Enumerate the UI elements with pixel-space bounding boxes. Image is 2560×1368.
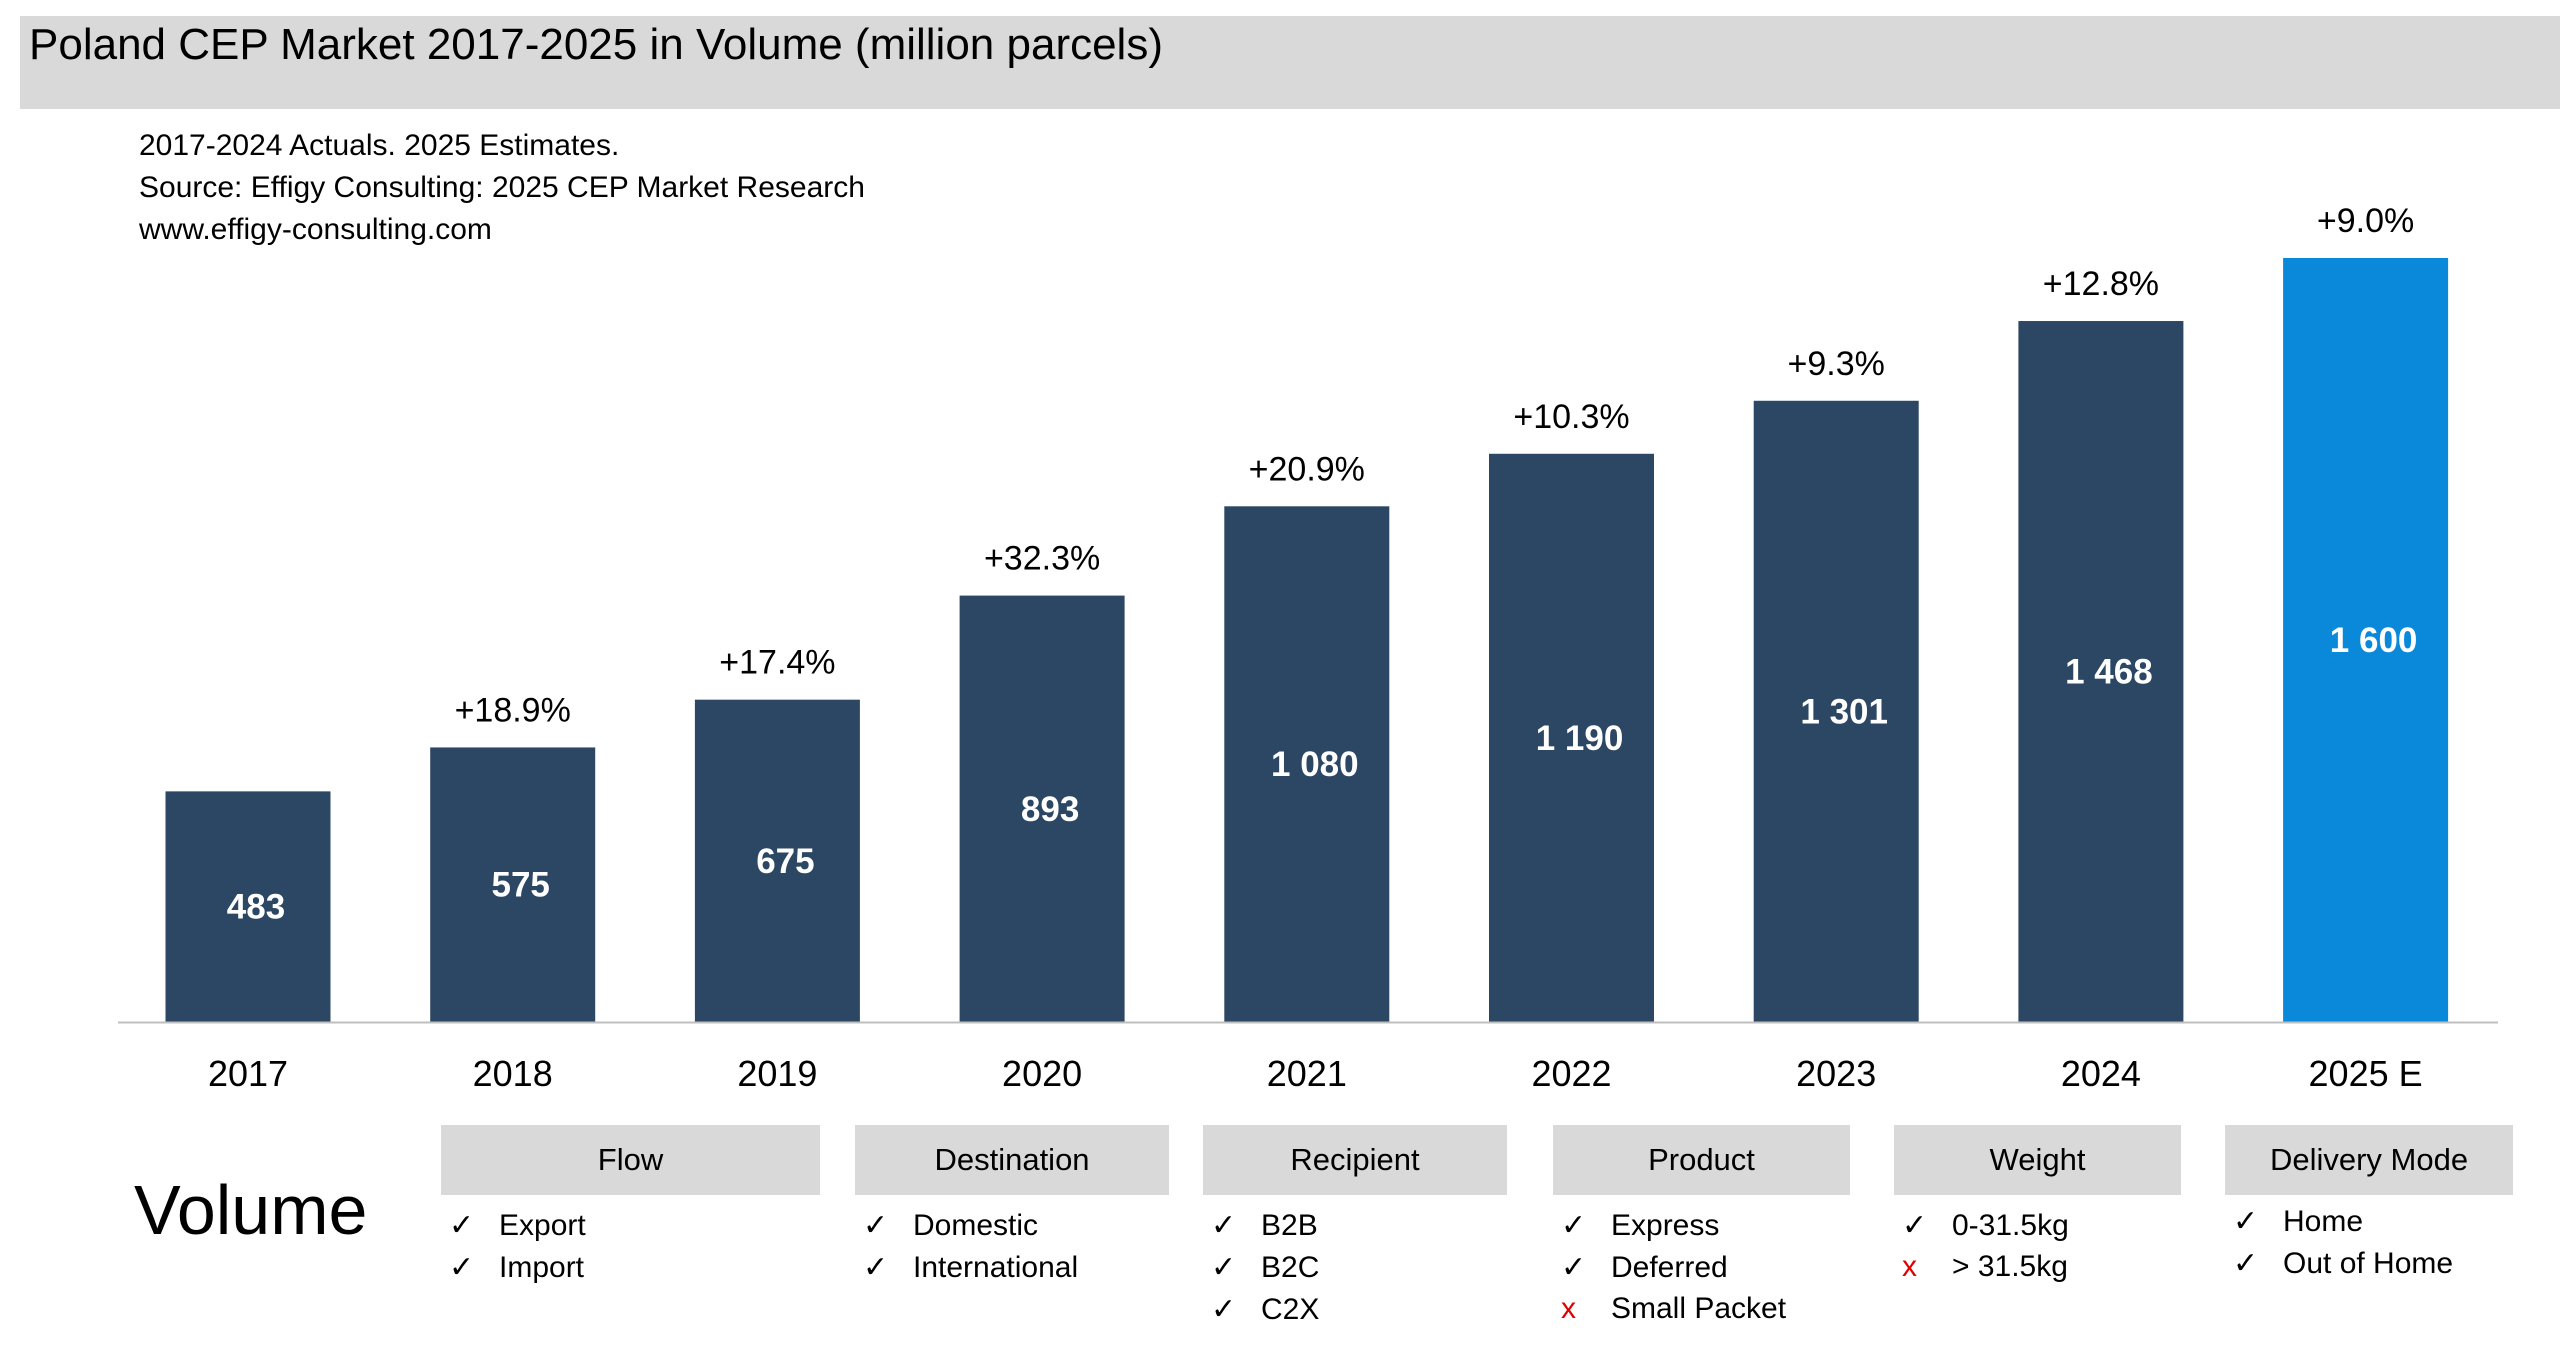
value-label: 1 080 (1271, 745, 1359, 784)
value-label: 1 600 (2330, 621, 2418, 660)
growth-label: +18.9% (455, 691, 571, 729)
check-icon: ✓ (2233, 1247, 2259, 1280)
growth-label: +17.4% (719, 644, 835, 682)
bar (1224, 506, 1390, 1022)
bar (2283, 258, 2449, 1022)
growth-label: +12.8% (2043, 265, 2159, 303)
segment-item-label: B2B (1261, 1209, 1318, 1242)
bar (430, 747, 596, 1022)
check-icon: ✓ (449, 1251, 475, 1284)
bar-chart: 483 2017 575 +18.9% 2018 675 +17.4% 2019 893 +32.… (118, 202, 2498, 1094)
bar (1489, 453, 1654, 1022)
bar (2018, 321, 2184, 1022)
segment-item-label: Export (499, 1209, 586, 1242)
segment-item: ✓ Out of Home (2233, 1246, 2453, 1281)
check-icon: ✓ (863, 1251, 889, 1284)
segment-header: Recipient (1203, 1125, 1507, 1195)
segment-item: ✓ Import (449, 1250, 584, 1285)
chart-title: Poland CEP Market 2017-2025 in Volume (m… (29, 20, 1163, 69)
bar (959, 595, 1125, 1022)
segment-item-label: Import (499, 1251, 585, 1284)
segment-header: Destination (855, 1125, 1169, 1195)
segment-item: x Small Packet (1561, 1292, 1786, 1326)
value-label: 893 (1021, 790, 1079, 829)
x-tick-label: 2019 (737, 1053, 817, 1094)
check-icon: ✓ (1211, 1251, 1237, 1284)
x-tick-label: 2020 (1002, 1053, 1082, 1094)
segment-item-label: > 31.5kg (1952, 1250, 2068, 1283)
segment-item: ✓ 0-31.5kg (1902, 1208, 2069, 1243)
bar (694, 699, 860, 1022)
x-tick-label: 2021 (1267, 1053, 1347, 1094)
note-website: www.effigy-consulting.com (139, 213, 492, 246)
segment-item: ✓ Domestic (863, 1208, 1038, 1243)
check-icon: ✓ (1561, 1251, 1587, 1284)
value-label: 575 (491, 866, 549, 905)
title-bar (20, 16, 2560, 109)
x-tick-label: 2025 E (2309, 1053, 2423, 1094)
x-tick-label: 2024 (2061, 1053, 2141, 1094)
check-icon: ✓ (1561, 1209, 1587, 1242)
segment-item: ✓ Express (1561, 1208, 1719, 1243)
x-tick-label: 2017 (208, 1053, 288, 1094)
check-icon: ✓ (449, 1209, 475, 1242)
check-icon: ✓ (863, 1209, 889, 1242)
value-label: 483 (227, 888, 285, 927)
segment-header: Product (1553, 1125, 1850, 1195)
growth-label: +9.0% (2317, 202, 2414, 240)
cross-icon: x (1561, 1292, 1576, 1325)
segment-item-label: B2C (1261, 1251, 1320, 1284)
note-actuals: 2017-2024 Actuals. 2025 Estimates. (139, 129, 620, 162)
volume-label: Volume (134, 1171, 368, 1249)
segment-item: ✓ Export (449, 1208, 586, 1243)
note-source: Source: Effigy Consulting: 2025 CEP Mark… (139, 171, 865, 204)
segment-item: ✓ Deferred (1561, 1250, 1728, 1285)
value-label: 1 190 (1536, 719, 1624, 758)
segment-item-label: Deferred (1611, 1251, 1728, 1284)
bar (1753, 400, 1919, 1023)
x-tick-label: 2018 (473, 1053, 553, 1094)
check-icon: ✓ (1211, 1293, 1237, 1326)
segment-header: Delivery Mode (2225, 1125, 2513, 1195)
x-tick-label: 2022 (1531, 1053, 1611, 1094)
cross-icon: x (1902, 1250, 1917, 1283)
value-label: 675 (756, 842, 814, 881)
segment-item: x > 31.5kg (1902, 1250, 2068, 1284)
segment-item: ✓ C2X (1211, 1292, 1319, 1327)
check-icon: ✓ (1211, 1209, 1237, 1242)
segment-header: Weight (1894, 1125, 2181, 1195)
growth-label: +9.3% (1788, 345, 1885, 383)
segment-item-label: International (913, 1251, 1079, 1284)
segment-item: ✓ B2C (1211, 1250, 1319, 1285)
x-tick-label: 2023 (1796, 1053, 1876, 1094)
segment-header: Flow (441, 1125, 820, 1195)
segment-item-label: Express (1611, 1209, 1720, 1242)
growth-label: +20.9% (1249, 450, 1365, 488)
segment-item: ✓ B2B (1211, 1208, 1318, 1243)
value-label: 1 301 (1800, 692, 1888, 731)
value-label: 1 468 (2065, 653, 2153, 692)
segment-item-label: 0-31.5kg (1952, 1209, 2069, 1242)
check-icon: ✓ (2233, 1205, 2259, 1238)
growth-label: +10.3% (1513, 398, 1629, 436)
segment-item: ✓ International (863, 1250, 1078, 1285)
segment-item-label: Domestic (913, 1209, 1039, 1242)
segment-item: ✓ Home (2233, 1204, 2363, 1239)
growth-label: +32.3% (984, 540, 1100, 578)
segment-item-label: C2X (1261, 1293, 1320, 1326)
bar (165, 791, 331, 1022)
segment-item-label: Out of Home (2283, 1247, 2454, 1280)
check-icon: ✓ (1902, 1209, 1928, 1242)
segment-item-label: Home (2283, 1205, 2364, 1238)
segment-item-label: Small Packet (1611, 1292, 1787, 1325)
